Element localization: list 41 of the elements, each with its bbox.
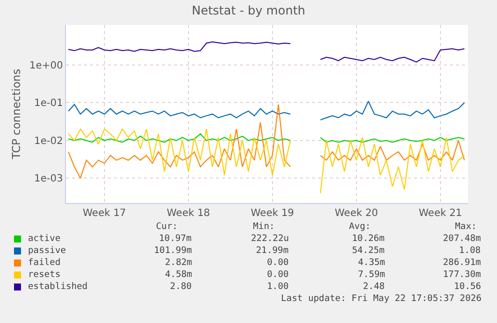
- text: 2.82m: [165, 258, 192, 268]
- legend-label: passive: [28, 246, 66, 256]
- chart-title: Netstat - by month: [192, 3, 306, 18]
- text: 207.48m: [443, 234, 481, 244]
- y-axis-title: TCP connections: [10, 68, 24, 160]
- text: 10.97m: [159, 234, 192, 244]
- text: 2.48: [363, 282, 385, 292]
- x-tick-label: Week 19: [250, 208, 294, 219]
- text: 177.30m: [443, 270, 481, 280]
- text: 54.25m: [352, 246, 385, 256]
- legend-label: active: [28, 234, 61, 244]
- text: Last update: Fri May 22 17:05:37 2026: [281, 294, 482, 304]
- text: 222.22u: [251, 234, 289, 244]
- text: 2.80: [170, 282, 192, 292]
- text: Cur:: [156, 222, 178, 232]
- legend-label: resets: [28, 270, 61, 280]
- x-tick-label: Week 21: [418, 208, 462, 219]
- text: Max:: [455, 222, 477, 232]
- x-tick-label: Week 18: [166, 208, 210, 219]
- legend-label: established: [28, 282, 88, 292]
- text: 4.35m: [358, 258, 386, 268]
- y-tick-label: 1e-03: [34, 174, 63, 185]
- text: 286.91m: [443, 258, 481, 268]
- y-tick-label: 1e-02: [34, 136, 63, 147]
- legend-label: failed: [28, 258, 61, 268]
- text: 10.26m: [352, 234, 385, 244]
- text: 7.59m: [358, 270, 386, 280]
- text: 1.00: [267, 282, 289, 292]
- y-tick-label: 1e+00: [29, 60, 63, 72]
- text: 0.00: [267, 270, 289, 280]
- x-tick-label: Week 20: [334, 208, 378, 219]
- x-tick-label: Week 17: [82, 208, 126, 219]
- text: 10.56: [454, 282, 482, 292]
- text: 21.99m: [256, 246, 289, 256]
- y-tick-label: 1e-01: [34, 98, 63, 110]
- text: 4.58m: [165, 270, 192, 280]
- text: 101.99m: [154, 246, 192, 256]
- text: Min:: [253, 222, 275, 232]
- text: 1.08: [459, 246, 481, 256]
- text: 0.00: [267, 258, 289, 268]
- text: Avg:: [349, 222, 371, 232]
